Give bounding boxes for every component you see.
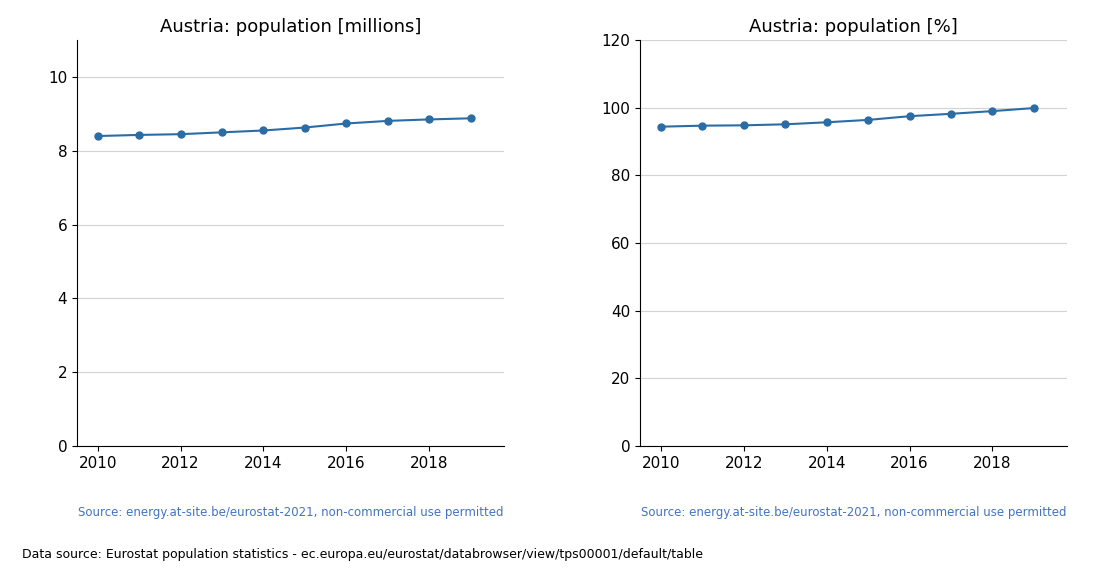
Text: Source: energy.at-site.be/eurostat-2021, non-commercial use permitted: Source: energy.at-site.be/eurostat-2021,…: [641, 506, 1066, 519]
Text: Source: energy.at-site.be/eurostat-2021, non-commercial use permitted: Source: energy.at-site.be/eurostat-2021,…: [78, 506, 503, 519]
Title: Austria: population [millions]: Austria: population [millions]: [160, 18, 421, 35]
Title: Austria: population [%]: Austria: population [%]: [749, 18, 958, 35]
Text: Data source: Eurostat population statistics - ec.europa.eu/eurostat/databrowser/: Data source: Eurostat population statist…: [22, 547, 703, 561]
